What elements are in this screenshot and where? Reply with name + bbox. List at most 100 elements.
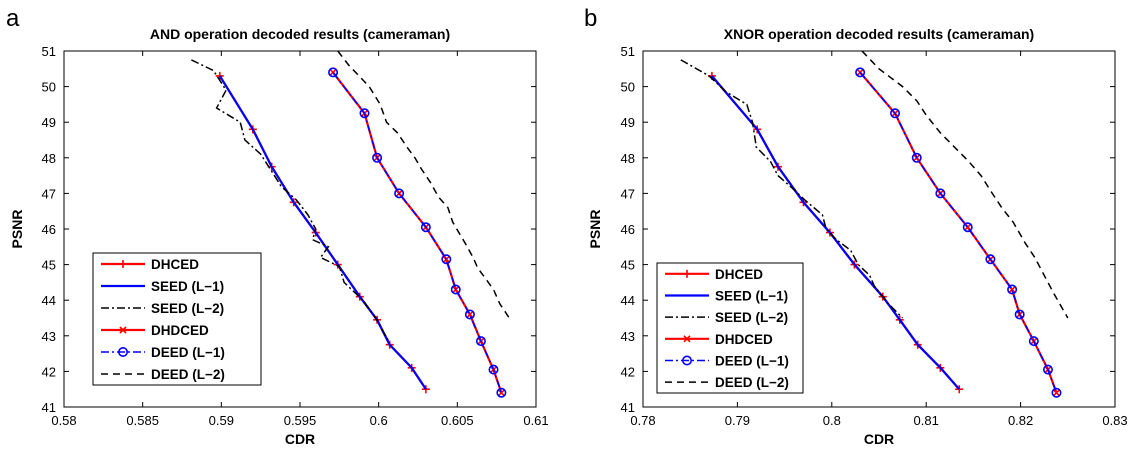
y-tick-label: 41 bbox=[621, 400, 635, 415]
data-point bbox=[1052, 389, 1061, 397]
data-point bbox=[215, 71, 224, 80]
series-line-5 bbox=[337, 50, 510, 319]
series-line-4 bbox=[859, 71, 1058, 394]
y-tick-label: 44 bbox=[42, 293, 56, 308]
data-point bbox=[1028, 336, 1039, 347]
data-point bbox=[890, 108, 901, 119]
legend-label: DHDCED bbox=[151, 323, 209, 338]
y-tick-label: 49 bbox=[42, 115, 56, 130]
x-tick-label: 0.595 bbox=[284, 413, 317, 428]
data-point bbox=[955, 385, 964, 394]
y-axis-label: PSNR bbox=[9, 210, 25, 249]
data-point bbox=[328, 67, 339, 78]
legend-box bbox=[656, 262, 804, 394]
x-tick-label: 0.81 bbox=[914, 413, 939, 428]
y-axis-label: PSNR bbox=[587, 210, 603, 249]
legend-label: DEED (L−2) bbox=[151, 367, 225, 382]
data-point bbox=[464, 309, 475, 320]
x-tick-label: 0.58 bbox=[51, 413, 76, 428]
y-tick-label: 51 bbox=[621, 44, 635, 59]
data-point bbox=[855, 67, 866, 78]
legend-label: DHCED bbox=[715, 267, 763, 282]
panel-letter-a: a bbox=[6, 5, 20, 32]
y-tick-label: 43 bbox=[42, 329, 56, 344]
y-tick-label: 48 bbox=[42, 151, 56, 166]
y-tick-label: 47 bbox=[621, 186, 635, 201]
legend-marker bbox=[681, 355, 692, 366]
panel-letter-b: b bbox=[584, 5, 597, 32]
x-tick-label: 0.8 bbox=[823, 413, 841, 428]
y-tick-label: 51 bbox=[42, 44, 56, 59]
data-point bbox=[450, 284, 461, 295]
data-point bbox=[441, 254, 452, 265]
y-tick-label: 47 bbox=[42, 186, 56, 201]
data-point bbox=[1051, 387, 1062, 398]
legend-marker bbox=[683, 335, 691, 343]
legend-marker bbox=[119, 260, 127, 268]
legend-label: DHDCED bbox=[715, 332, 773, 347]
data-point bbox=[394, 188, 405, 199]
series-layer bbox=[191, 50, 510, 398]
y-tick-label: 50 bbox=[621, 80, 635, 95]
data-point bbox=[935, 188, 946, 199]
y-tick-label: 46 bbox=[621, 222, 635, 237]
y-tick-label: 48 bbox=[621, 151, 635, 166]
y-tick-label: 50 bbox=[42, 80, 56, 95]
legend-marker bbox=[119, 326, 127, 334]
axis-ticks: 0.78 0.79 0.8 0.81 0.82 0.83 41 42 43 44 45 46 47 48 4… bbox=[621, 44, 1128, 428]
data-point bbox=[962, 222, 973, 233]
x-tick-label: 0.61 bbox=[523, 413, 548, 428]
x-tick-label: 0.83 bbox=[1102, 413, 1127, 428]
series-layer bbox=[680, 50, 1069, 398]
y-tick-label: 46 bbox=[42, 222, 56, 237]
chart-panel-b: b XNOR operation decoded results (camera… bbox=[584, 5, 1128, 447]
x-tick-label: 0.79 bbox=[725, 413, 750, 428]
legend-label: SEED (L−1) bbox=[715, 289, 788, 304]
data-point bbox=[985, 254, 996, 265]
y-tick-label: 43 bbox=[621, 329, 635, 344]
legend: DHCED SEED (L−1) SEED (L−2) DHDCED DEED (L−1… bbox=[92, 252, 262, 386]
x-tick-label: 0.78 bbox=[630, 413, 655, 428]
y-tick-label: 44 bbox=[621, 293, 635, 308]
x-axis-label: CDR bbox=[285, 431, 315, 447]
legend-label: SEED (L−2) bbox=[715, 310, 788, 325]
x-axis-label: CDR bbox=[864, 431, 894, 447]
data-point bbox=[466, 310, 474, 319]
data-point bbox=[359, 108, 370, 119]
legend-label: DHCED bbox=[151, 257, 199, 272]
chart-title: AND operation decoded results (cameraman… bbox=[150, 26, 450, 42]
legend-label: SEED (L−1) bbox=[151, 279, 224, 294]
chart-title: XNOR operation decoded results (camerama… bbox=[724, 26, 1034, 42]
data-point bbox=[911, 152, 922, 163]
data-point bbox=[475, 336, 486, 347]
series-line-1 bbox=[218, 75, 427, 390]
y-tick-label: 42 bbox=[42, 364, 56, 379]
y-tick-label: 41 bbox=[42, 400, 56, 415]
legend: DHCED SEED (L−1) SEED (L−2) DHDCED DEED (L−1… bbox=[656, 262, 804, 394]
data-point bbox=[1007, 284, 1018, 295]
series-line-5 bbox=[861, 50, 1069, 319]
data-point bbox=[497, 389, 505, 397]
x-tick-label: 0.82 bbox=[1008, 413, 1033, 428]
y-tick-label: 42 bbox=[621, 364, 635, 379]
series-line-2 bbox=[680, 59, 904, 319]
legend-label: DEED (L−1) bbox=[715, 354, 789, 369]
legend-box bbox=[92, 252, 262, 386]
y-tick-label: 45 bbox=[621, 258, 635, 273]
x-tick-label: 0.605 bbox=[441, 413, 474, 428]
chart-panel-a: a AND operation decoded results (cameram… bbox=[6, 5, 549, 447]
data-point bbox=[1014, 309, 1025, 320]
series-line-4 bbox=[332, 71, 503, 394]
series-line-1 bbox=[711, 75, 961, 390]
data-point bbox=[496, 387, 507, 398]
legend-label: DEED (L−1) bbox=[151, 345, 225, 360]
legend-marker bbox=[118, 346, 129, 357]
data-point bbox=[488, 364, 499, 375]
data-point bbox=[372, 152, 383, 163]
data-point bbox=[420, 222, 431, 233]
data-point bbox=[1042, 364, 1053, 375]
x-tick-label: 0.6 bbox=[370, 413, 388, 428]
y-tick-label: 49 bbox=[621, 115, 635, 130]
x-tick-label: 0.59 bbox=[209, 413, 234, 428]
